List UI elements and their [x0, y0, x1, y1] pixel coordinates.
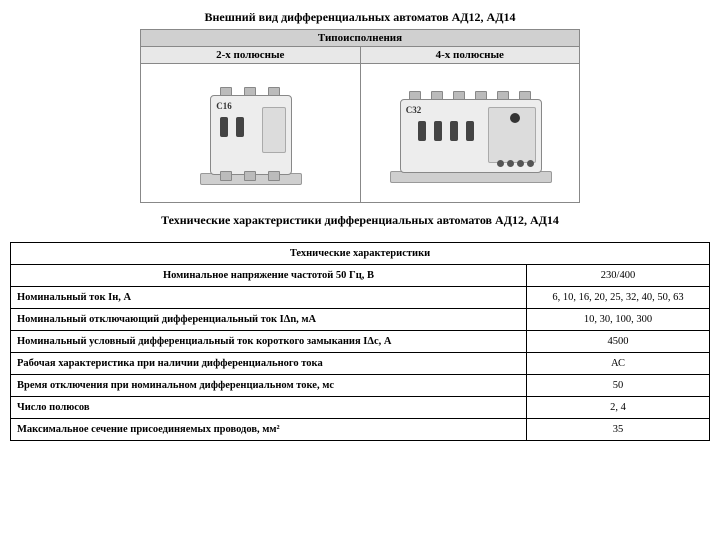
spec-header: Технические характеристики [11, 243, 710, 265]
spec-value: 50 [527, 375, 710, 397]
spec-value: 2, 4 [527, 397, 710, 419]
spec-row1-val: 230/400 [527, 265, 710, 287]
table-row: Номинальный ток Iн, А6, 10, 16, 20, 25, … [11, 287, 710, 309]
page-title: Внешний вид дифференциальных автоматов А… [10, 10, 710, 25]
spec-value: АС [527, 353, 710, 375]
spec-value: 35 [527, 419, 710, 441]
type-table: Типоисполнения 2-х полюсные 4-х полюсные… [140, 29, 580, 203]
spec-param: Номинальный ток Iн, А [11, 287, 527, 309]
type-header: Типоисполнения [141, 30, 580, 47]
type-col-4pole: 4-х полюсные [360, 47, 580, 64]
spec-param: Номинальный условный дифференциальный то… [11, 331, 527, 353]
spec-param: Максимальное сечение присоединяемых пров… [11, 419, 527, 441]
spec-row1-param: Номинальное напряжение частотой 50 Гц, В [11, 265, 527, 287]
spec-value: 6, 10, 16, 20, 25, 32, 40, 50, 63 [527, 287, 710, 309]
breaker-4pole-icon: С32 [390, 77, 550, 187]
table-row: Рабочая характеристика при наличии диффе… [11, 353, 710, 375]
image-cell-4pole: С32 [360, 64, 580, 203]
spec-table: Технические характеристики Номинальное н… [10, 242, 710, 441]
breaker-2pole-label: С16 [216, 101, 232, 111]
spec-value: 10, 30, 100, 300 [527, 309, 710, 331]
spec-param: Рабочая характеристика при наличии диффе… [11, 353, 527, 375]
spec-subtitle: Технические характеристики дифференциаль… [10, 213, 710, 228]
table-row: Число полюсов2, 4 [11, 397, 710, 419]
table-row: Время отключения при номинальном диффере… [11, 375, 710, 397]
table-row: Номинальный условный дифференциальный то… [11, 331, 710, 353]
spec-param: Время отключения при номинальном диффере… [11, 375, 527, 397]
image-cell-2pole: С16 [141, 64, 361, 203]
table-row: Максимальное сечение присоединяемых пров… [11, 419, 710, 441]
type-col-2pole: 2-х полюсные [141, 47, 361, 64]
breaker-2pole-icon: С16 [200, 77, 300, 187]
spec-param: Номинальный отключающий дифференциальный… [11, 309, 527, 331]
breaker-4pole-label: С32 [406, 105, 422, 115]
spec-param: Число полюсов [11, 397, 527, 419]
table-row: Номинальный отключающий дифференциальный… [11, 309, 710, 331]
spec-value: 4500 [527, 331, 710, 353]
